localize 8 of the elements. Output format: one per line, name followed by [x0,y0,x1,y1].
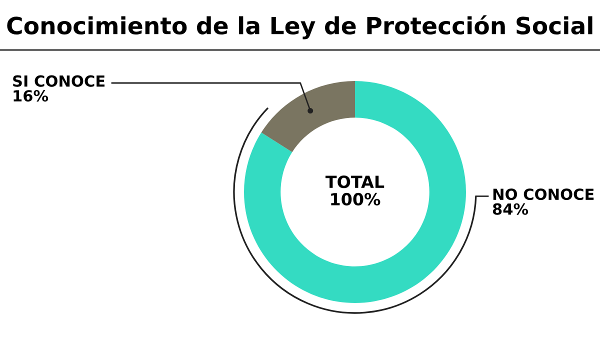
data-label: 16% [14,90,48,102]
slice-label: SI CONOCE [13,75,105,87]
slice-label: NO CONOCE [493,188,594,200]
donut-slice [244,81,466,303]
data-label: 84% [492,203,528,215]
donut-slice [261,81,355,152]
chart-title: Conocimiento de la Ley de Protección Social [7,15,592,40]
text: TOTAL 100% [326,176,384,206]
